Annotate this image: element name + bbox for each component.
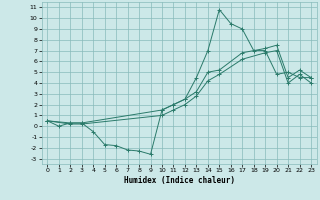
X-axis label: Humidex (Indice chaleur): Humidex (Indice chaleur) xyxy=(124,176,235,185)
